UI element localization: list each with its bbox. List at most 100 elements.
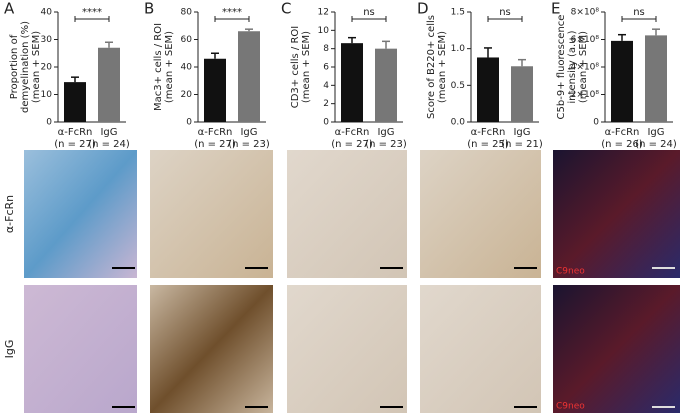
y-tick-label: 2 — [323, 99, 329, 109]
row-label: α-FcRn — [3, 195, 16, 233]
panel-label: A — [4, 0, 15, 18]
bar — [511, 66, 533, 122]
x-tick-label: IgG — [647, 127, 664, 138]
y-tick-label: 40 — [41, 8, 53, 18]
micrograph — [24, 150, 137, 278]
bar — [611, 40, 633, 122]
y-tick-label: 0 — [323, 118, 329, 128]
significance-label: ns — [499, 7, 511, 18]
n-label: (n = 27) — [54, 139, 96, 150]
x-tick-label: α-FcRn — [605, 127, 640, 138]
y-tick-label: 10 — [318, 26, 330, 36]
y-tick-label: 6×10⁸ — [571, 35, 600, 45]
n-label: (n = 27) — [331, 139, 373, 150]
micrograph — [553, 150, 680, 278]
bar — [64, 82, 86, 122]
y-tick-label: 40 — [181, 63, 193, 73]
x-tick-label: α-FcRn — [471, 127, 506, 138]
bar-chart: A Proportion of demyelination (%) (mean + S… — [4, 0, 130, 150]
bar — [375, 48, 397, 122]
micrograph — [24, 285, 137, 413]
y-tick-label: 1.5 — [451, 8, 465, 18]
bar — [204, 58, 226, 122]
micrograph — [287, 150, 407, 278]
n-label: (n = 25) — [467, 139, 509, 150]
bar — [645, 35, 667, 122]
y-axis-label: C5b-9+ fluorescence — [556, 15, 567, 120]
y-axis-label: (mean + SEM) — [301, 31, 312, 103]
x-tick-label: α-FcRn — [58, 127, 93, 138]
y-tick-label: 2×10⁸ — [571, 90, 600, 100]
panel-label: D — [417, 0, 429, 18]
bar — [98, 47, 120, 122]
micrograph — [553, 285, 680, 413]
y-tick-label: 10 — [41, 90, 53, 100]
bar — [341, 43, 363, 122]
row-label: IgG — [3, 340, 16, 359]
y-tick-label: 0 — [186, 118, 192, 128]
panel-label: B — [144, 0, 154, 18]
y-tick-label: 0 — [593, 118, 599, 128]
y-tick-label: 20 — [41, 63, 53, 73]
y-axis-label: Score of B220+ cells — [426, 15, 437, 119]
stain-label: C9neo — [556, 402, 585, 412]
significance-label: ns — [633, 7, 645, 18]
x-tick-label: IgG — [100, 127, 117, 138]
y-tick-label: 0.5 — [451, 81, 465, 91]
y-axis-label: Proportion of — [9, 34, 20, 99]
micrographs: α-FcRn IgG C9neo C9neo — [3, 150, 680, 413]
y-axis-label: (mean + SEM) — [437, 31, 448, 103]
x-tick-label: α-FcRn — [335, 127, 370, 138]
y-axis-label: CD3+ cells / ROI — [290, 26, 301, 109]
y-tick-label: 8×10⁸ — [571, 8, 600, 18]
y-axis-label: (mean + SEM) — [31, 31, 42, 103]
y-tick-label: 8 — [323, 44, 329, 54]
y-axis-label: demyelination (%) — [20, 21, 31, 113]
n-label: (n = 24) — [88, 139, 130, 150]
bar — [238, 31, 260, 122]
x-tick-label: IgG — [377, 127, 394, 138]
bar-chart: B Mac3+ cells / ROI (mean + SEM) 0 20 40 60 80 α… — [144, 0, 270, 150]
scale-bars — [112, 267, 675, 408]
n-label: (n = 26) — [601, 139, 643, 150]
y-axis-label: Mac3+ cells / ROI — [153, 23, 164, 111]
stain-label: C9neo — [556, 267, 585, 277]
x-tick-label: α-FcRn — [198, 127, 233, 138]
y-tick-label: 0 — [46, 118, 52, 128]
micrograph — [150, 150, 273, 278]
n-label: (n = 27) — [194, 139, 236, 150]
y-tick-label: 60 — [181, 35, 193, 45]
significance-label: ns — [363, 7, 375, 18]
panel-label: C — [281, 0, 291, 18]
panel-label: E — [551, 0, 560, 18]
y-axis-label: intensity (a.u.) — [567, 30, 578, 103]
y-tick-label: 20 — [181, 90, 193, 100]
micrograph — [420, 285, 541, 413]
n-label: (n = 21) — [501, 139, 543, 150]
y-tick-label: 4 — [323, 81, 329, 91]
x-tick-label: IgG — [513, 127, 530, 138]
y-tick-label: 6 — [323, 63, 329, 73]
y-tick-label: 80 — [181, 8, 193, 18]
micrograph — [150, 285, 273, 413]
y-tick-label: 30 — [41, 35, 53, 45]
y-axis-label: (mean + SEM) — [164, 31, 175, 103]
bar — [477, 57, 499, 122]
y-tick-label: 0.0 — [451, 118, 466, 128]
n-label: (n = 23) — [228, 139, 270, 150]
y-axis-label: (mean + SEM) — [578, 31, 589, 103]
micrograph — [287, 285, 407, 413]
significance-label: **** — [222, 7, 242, 18]
micrograph — [420, 150, 541, 278]
y-tick-label: 12 — [318, 8, 329, 18]
x-tick-label: IgG — [240, 127, 257, 138]
n-label: (n = 23) — [365, 139, 407, 150]
n-label: (n = 24) — [635, 139, 677, 150]
significance-label: **** — [82, 7, 102, 18]
bar-chart: C CD3+ cells / ROI (mean + SEM) 0 2 4 6 8 10 12 α-… — [281, 0, 407, 150]
y-tick-label: 4×10⁸ — [571, 63, 600, 73]
y-tick-label: 1.0 — [451, 44, 466, 54]
